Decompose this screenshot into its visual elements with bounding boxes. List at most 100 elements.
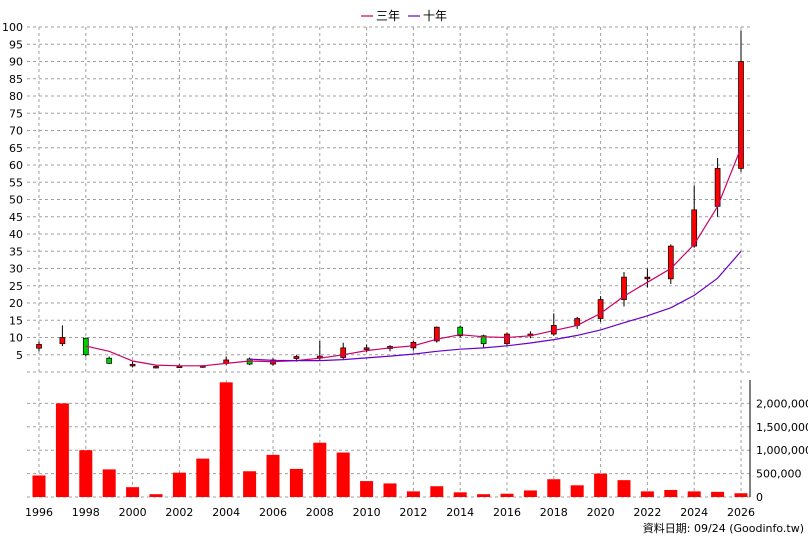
volume-bar <box>594 473 608 497</box>
legend-label-three-year: 三年 <box>376 9 400 23</box>
x-tick-label: 1998 <box>72 506 100 519</box>
price-y-tick-labels: 5 10 15 20 25 30 35 40 45 50 55 60 65 70 75 80 85 90 95 100 <box>2 21 23 362</box>
volume-bar <box>219 382 233 497</box>
candle-body <box>433 326 440 342</box>
price-panel: 5 10 15 20 25 30 35 40 45 50 55 60 65 70 75 80 85 90 95 100 <box>2 21 750 373</box>
candle-body <box>738 61 744 169</box>
price-y-tick: 40 <box>9 228 23 241</box>
price-y-tick: 30 <box>9 263 23 276</box>
x-tick-label: 2018 <box>540 506 568 519</box>
volume-panel: 0 500,000 1,000,000 1,500,000 2,000,000 <box>27 380 808 504</box>
candle-body <box>153 366 159 369</box>
price-y-tick: 15 <box>9 314 23 327</box>
volume-bar <box>266 454 280 497</box>
candle-body <box>36 344 42 349</box>
x-tick-label: 2000 <box>119 506 147 519</box>
candle-body <box>106 357 113 364</box>
volume-bars <box>32 382 748 497</box>
price-y-tick: 5 <box>16 349 23 362</box>
price-y-tick: 90 <box>9 56 23 69</box>
x-tick-label: 2026 <box>727 506 755 519</box>
volume-bar <box>55 403 69 497</box>
price-y-tick: 35 <box>9 245 23 258</box>
volume-y-tick: 0 <box>756 491 763 504</box>
volume-bar <box>477 494 491 497</box>
volume-bar <box>102 469 116 497</box>
candle-body <box>504 333 510 345</box>
volume-bar <box>640 491 654 497</box>
candle-body <box>457 326 464 337</box>
volume-y-tick: 1,500,000 <box>756 421 808 434</box>
volume-bar <box>547 479 561 497</box>
x-tick-label: 2020 <box>587 506 615 519</box>
volume-bar <box>196 458 210 497</box>
moving-average-lines <box>85 147 742 367</box>
candle-body <box>691 209 698 247</box>
candle-body <box>667 245 674 280</box>
volume-bar <box>79 450 93 497</box>
volume-y-tick: 2,000,000 <box>756 397 808 410</box>
price-y-tick: 75 <box>9 107 23 120</box>
x-tick-label: 2012 <box>399 506 427 519</box>
x-axis-tick-labels: 1996 1998 2000 2002 2004 2006 2008 2010 2012 2014… <box>25 506 755 519</box>
volume-bar <box>243 471 257 497</box>
x-tick-label: 1996 <box>25 506 53 519</box>
legend-label-ten-year: 十年 <box>423 9 447 23</box>
volume-bar <box>172 472 186 497</box>
volume-bar <box>617 480 631 497</box>
candle-body <box>293 356 300 359</box>
x-tick-label: 2008 <box>306 506 334 519</box>
price-y-tick: 65 <box>9 142 23 155</box>
price-y-tick: 70 <box>9 125 23 138</box>
candle-body <box>59 337 66 345</box>
price-y-tick: 45 <box>9 211 23 224</box>
price-y-tick: 85 <box>9 73 23 86</box>
volume-bar <box>500 493 514 497</box>
ten-year-ma-line <box>249 250 742 362</box>
volume-bar <box>336 452 350 497</box>
volume-y-tick: 1,000,000 <box>756 444 808 457</box>
candle-body <box>621 276 627 300</box>
volume-bar <box>360 481 374 497</box>
volume-bar <box>711 491 725 497</box>
volume-bar <box>734 493 748 497</box>
candle-body <box>363 347 370 350</box>
price-y-tick: 80 <box>9 90 23 103</box>
price-y-tick: 50 <box>9 194 23 207</box>
candle-body <box>644 276 651 280</box>
price-y-tick: 55 <box>9 176 23 189</box>
volume-bar <box>570 485 584 497</box>
volume-bar <box>289 468 303 497</box>
data-date-footer: 資料日期: 09/24 (Goodinfo.tw) <box>643 521 804 535</box>
volume-bar <box>126 487 140 497</box>
x-tick-label: 2006 <box>259 506 287 519</box>
candle-body <box>597 299 604 319</box>
x-tick-label: 2010 <box>353 506 381 519</box>
candle-body <box>340 347 347 358</box>
x-tick-label: 2002 <box>165 506 193 519</box>
three-year-ma-line <box>85 147 742 367</box>
price-y-tick: 100 <box>2 21 23 34</box>
volume-bar <box>430 486 444 497</box>
volume-bar <box>406 491 420 497</box>
volume-bar <box>383 483 397 497</box>
candle-body <box>129 364 136 367</box>
volume-bar <box>664 489 678 497</box>
x-tick-label: 2004 <box>212 506 240 519</box>
price-y-tick: 10 <box>9 332 23 345</box>
volume-bar <box>32 475 46 497</box>
candle-body <box>480 335 487 345</box>
volume-bar <box>149 494 163 497</box>
volume-gridlines <box>27 380 751 498</box>
volume-bar <box>313 442 327 497</box>
price-y-tick: 20 <box>9 297 23 310</box>
price-y-tick: 60 <box>9 159 23 172</box>
x-tick-label: 2024 <box>680 506 708 519</box>
x-tick-label: 2022 <box>633 506 661 519</box>
volume-y-tick-labels: 0 500,000 1,000,000 1,500,000 2,000,000 <box>756 397 808 504</box>
x-tick-label: 2016 <box>493 506 521 519</box>
price-y-tick: 95 <box>9 38 23 51</box>
price-gridlines <box>27 26 750 373</box>
volume-bar <box>687 491 701 497</box>
